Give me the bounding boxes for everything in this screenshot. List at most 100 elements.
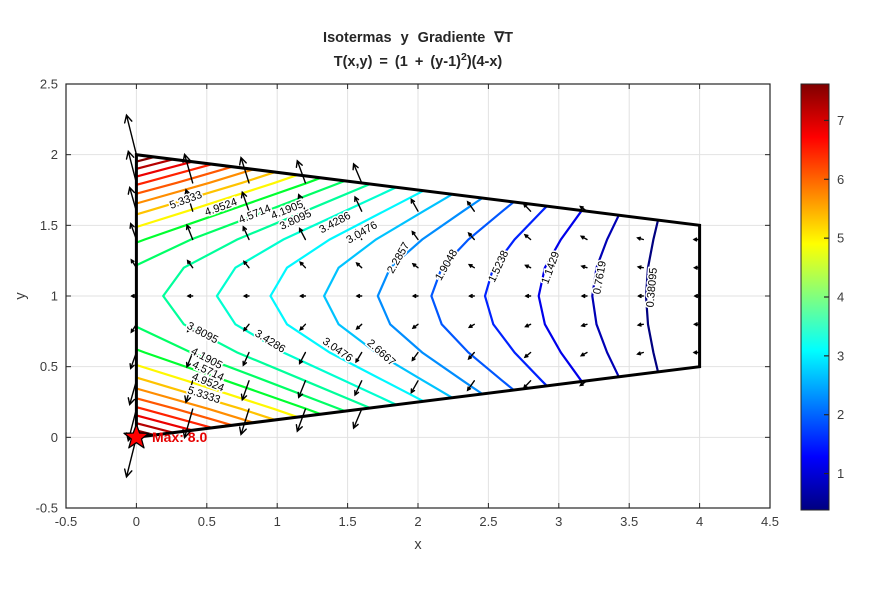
y-tick-label: 0 xyxy=(51,430,58,445)
x-tick-label: 3.5 xyxy=(620,514,638,529)
quiver-arrow xyxy=(355,228,363,241)
quiver-arrow xyxy=(467,351,475,361)
contour-line xyxy=(135,179,346,267)
quiver-arrow xyxy=(636,351,644,356)
quiver-arrow xyxy=(354,380,363,397)
colorbar-tick-label: 7 xyxy=(837,113,844,128)
quiver-arrow xyxy=(636,293,644,299)
contour-line xyxy=(215,186,397,406)
quiver-arrow xyxy=(242,351,250,367)
contour-label: 0.38095 xyxy=(644,267,659,308)
quiver-arrow xyxy=(523,233,532,241)
quiver-arrow xyxy=(297,380,307,399)
contour-line xyxy=(483,205,548,387)
quiver-arrow xyxy=(239,408,250,436)
quiver-arrow xyxy=(579,235,588,241)
quiver-arrow xyxy=(524,293,532,299)
quiver-arrow xyxy=(186,259,194,269)
contour-line xyxy=(136,160,193,178)
y-axis-label: y xyxy=(13,292,29,300)
contour-lines xyxy=(135,155,660,437)
quiver-arrow xyxy=(636,265,644,270)
axis-ticks xyxy=(65,83,771,509)
contour-line xyxy=(644,219,660,373)
x-axis-label: x xyxy=(414,537,422,553)
quiver-arrow xyxy=(467,293,475,299)
quiver-arrow xyxy=(636,322,644,327)
quiver-arrow xyxy=(411,323,419,330)
quiver-arrow xyxy=(636,236,644,241)
x-tick-label: 0.5 xyxy=(198,514,216,529)
quiver-arrow xyxy=(240,380,250,402)
contour-line xyxy=(136,363,298,419)
y-tick-label: 1 xyxy=(51,289,58,304)
contour-line xyxy=(591,214,620,378)
quiver-arrow xyxy=(186,293,194,299)
x-tick-label: 1.5 xyxy=(339,514,357,529)
quiver-arrow xyxy=(184,380,194,404)
quiver-arrow xyxy=(298,227,307,241)
plot-title: Isotermas y Gradiente ∇T xyxy=(323,30,513,46)
quiver-arrow xyxy=(410,197,419,212)
y-tick-label: 1.5 xyxy=(40,218,58,233)
x-tick-label: -0.5 xyxy=(55,514,77,529)
x-tick-label: 0 xyxy=(133,514,140,529)
quiver-arrow xyxy=(184,188,194,212)
quiver-arrow xyxy=(355,293,363,299)
max-value-label: Max: 8.0 xyxy=(152,429,207,445)
x-tick-label: 4.5 xyxy=(761,514,779,529)
quiver-arrow xyxy=(352,162,363,184)
quiver-arrow xyxy=(298,293,307,299)
colorbar-tick-label: 2 xyxy=(837,407,844,422)
quiver-arrow xyxy=(186,323,194,333)
quiver-arrow xyxy=(242,225,250,241)
max-star-marker xyxy=(123,423,150,449)
contour-line xyxy=(136,387,254,424)
max-marker xyxy=(123,423,150,449)
y-tick-label: 2 xyxy=(51,147,58,162)
quiver-arrow xyxy=(579,351,588,357)
quiver-arrow xyxy=(299,323,307,331)
formula-suffix: )(4-x) xyxy=(467,54,503,70)
quiver-arrow xyxy=(580,264,588,269)
quiver-arrow xyxy=(467,323,475,329)
colorbar: 1 2 3 4 5 6 7 xyxy=(800,83,844,511)
contour-line xyxy=(376,197,483,395)
quiver-arrow xyxy=(354,195,363,212)
y-tick-label: -0.5 xyxy=(36,501,58,516)
contour-line xyxy=(136,171,276,216)
quiver-arrow xyxy=(523,351,532,359)
quiver-arrow xyxy=(524,323,532,328)
colorbar-tick-label: 1 xyxy=(837,466,844,481)
quiver-arrow xyxy=(352,408,363,430)
quiver-arrow xyxy=(580,323,588,328)
quiver-arrow xyxy=(411,230,419,241)
contour-line xyxy=(136,176,322,244)
quiver-arrow xyxy=(524,264,532,269)
y-tick-labels: -0.5 0 0.5 1 1.5 2 2.5 xyxy=(36,77,58,516)
contour-line xyxy=(269,189,425,403)
x-tick-labels: -0.5 0 0.5 1 1.5 2 2.5 3 3.5 4 4.5 xyxy=(55,514,779,529)
quiver-arrow xyxy=(411,351,419,362)
quiver-arrow xyxy=(242,293,250,299)
quiver-arrow xyxy=(298,351,307,365)
quiver-arrow xyxy=(239,156,250,184)
quiver-arrow xyxy=(580,293,588,299)
contour-line xyxy=(322,193,453,399)
formula-superscript: 2 xyxy=(461,51,467,63)
contour-line xyxy=(136,376,276,421)
quiver-arrow xyxy=(242,323,250,332)
contour-line xyxy=(136,158,174,170)
x-tick-label: 2 xyxy=(414,514,421,529)
contour-line xyxy=(136,348,322,416)
y-tick-label: 2.5 xyxy=(40,77,58,92)
quiver-arrow xyxy=(299,261,307,269)
quiver-arrow xyxy=(124,113,138,156)
quiver-arrow xyxy=(295,408,307,433)
quiver-arrow xyxy=(355,323,363,331)
plot-subtitle: T(x,y) = (1 + (y-1)2)(4-x) xyxy=(334,51,503,70)
colorbar-tick-label: 3 xyxy=(837,348,844,363)
contour-line xyxy=(430,201,515,391)
contour-line xyxy=(136,165,233,195)
